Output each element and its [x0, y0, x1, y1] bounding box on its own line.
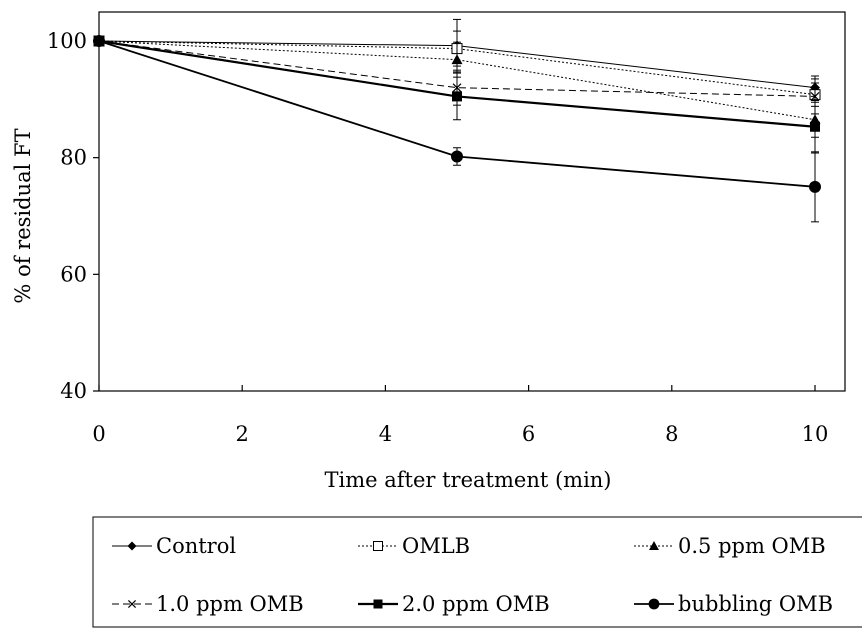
y-tick-label: 60: [60, 262, 87, 286]
marker-circle: [451, 150, 463, 163]
x-tick-label: 8: [665, 422, 678, 446]
legend-label: Control: [156, 534, 236, 558]
marker-triangle: [649, 541, 659, 550]
y-tick-label: 80: [60, 146, 87, 170]
marker-circle: [648, 598, 660, 610]
legend-label: OMLB: [402, 534, 470, 558]
x-tick-label: 6: [522, 422, 535, 446]
marker-circle: [809, 180, 821, 193]
marker-square: [452, 91, 462, 102]
marker-open-square: [373, 541, 383, 551]
legend: Control OMLB 0.5 ppm OMB 1.0 ppm OMB 2.0 ppm…: [92, 516, 862, 628]
series-line: [98, 40, 816, 121]
marker-x: [127, 599, 137, 609]
marker-x: [810, 91, 820, 101]
y-axis: 40 60 80 100: [47, 29, 99, 403]
x-tick-label: 0: [92, 422, 105, 446]
legend-box: [92, 516, 862, 628]
marker-diamond: [127, 541, 137, 551]
y-axis-title: % of residual FT: [11, 128, 35, 303]
plot-frame: [98, 11, 846, 392]
x-axis-title: Time after treatment (min): [325, 468, 612, 492]
x-tick-label: 2: [236, 422, 249, 446]
legend-item: bubbling OMB: [634, 592, 833, 616]
series-line: [98, 40, 816, 97]
plot-border: [98, 11, 846, 392]
legend-item: Control: [112, 534, 236, 558]
series-group: [93, 18, 821, 223]
legend-label: 1.0 ppm OMB: [156, 592, 304, 616]
series-bubbling-omb: [93, 35, 821, 223]
legend-label: 2.0 ppm OMB: [402, 592, 550, 616]
legend-label: bubbling OMB: [678, 592, 833, 616]
legend-item: 2.0 ppm OMB: [358, 592, 550, 616]
y-tick-label: 40: [60, 379, 87, 403]
x-tick-label: 10: [802, 422, 829, 446]
marker-square: [373, 599, 383, 609]
x-axis: 0 2 4 6 8 10: [92, 385, 828, 446]
legend-item: 1.0 ppm OMB: [112, 592, 304, 616]
marker-triangle: [451, 54, 463, 65]
legend-item: OMLB: [358, 534, 470, 558]
legend-item: 0.5 ppm OMB: [634, 534, 826, 558]
y-tick-label: 100: [47, 29, 87, 53]
x-tick-label: 4: [379, 422, 392, 446]
marker-square: [810, 121, 820, 132]
legend-label: 0.5 ppm OMB: [678, 534, 826, 558]
marker-circle: [93, 35, 105, 47]
